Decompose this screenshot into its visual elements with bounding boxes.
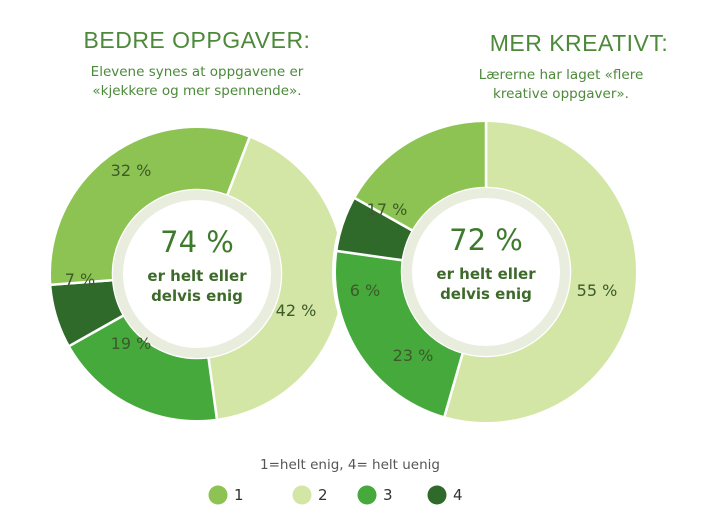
legend-swatch-3 <box>357 485 377 505</box>
chart-2-slice-label-1: 17 % <box>367 200 408 219</box>
legend-label-4: 4 <box>453 486 463 504</box>
chart-1-center-disc <box>123 200 271 348</box>
legend-label-2: 2 <box>318 486 328 504</box>
legend-note: 1=helt enig, 4= helt uenig <box>260 457 440 473</box>
legend-label-3: 3 <box>383 486 393 504</box>
chart-1-center-text-line-2: delvis enig <box>151 287 243 305</box>
donut-chart-1: 42 % 19 % 7 % 32 % 74 % er helt eller delvis e… <box>47 124 347 424</box>
chart-2-slice-label-3: 23 % <box>393 346 434 365</box>
chart-2-center-disc <box>412 198 560 346</box>
legend: 1 2 3 4 <box>208 485 463 505</box>
chart-2-center-text-line-2: delvis enig <box>440 285 532 303</box>
chart-2-center-text-line-1: er helt eller <box>436 265 536 283</box>
legend-swatch-4 <box>427 485 447 505</box>
legend-label-1: 1 <box>234 486 244 504</box>
chart-2-subtitle-line-2: kreative oppgaver». <box>493 86 629 102</box>
chart-1-center-text-line-1: er helt eller <box>147 267 247 285</box>
chart-1-slice-label-1: 32 % <box>111 161 152 180</box>
chart-1-center-value: 74 % <box>160 225 234 259</box>
chart-2-subtitle-line-1: Lærerne har laget «flere <box>479 67 644 83</box>
chart-2-outer-rim <box>332 118 640 426</box>
chart-1-slice-label-4: 7 % <box>65 270 95 289</box>
chart-1-subtitle-line-1: Elevene synes at oppgavene er <box>91 64 304 80</box>
legend-swatch-2 <box>292 485 312 505</box>
chart-2-title: MER KREATIVT: <box>490 30 669 56</box>
chart-2-slice-label-4: 6 % <box>350 281 380 300</box>
chart-1-slice-label-3: 19 % <box>111 334 152 353</box>
legend-swatch-1 <box>208 485 228 505</box>
chart-2-slice-label-2: 55 % <box>577 281 618 300</box>
chart-2-center-value: 72 % <box>449 223 523 257</box>
chart-1-subtitle-line-2: «kjekkere og mer spennende». <box>92 83 301 99</box>
donut-chart-2: 55 % 23 % 6 % 17 % 72 % er helt eller delvis e… <box>332 118 640 426</box>
chart-1-slice-label-2: 42 % <box>276 301 317 320</box>
chart-1-title: BEDRE OPPGAVER: <box>84 27 311 53</box>
